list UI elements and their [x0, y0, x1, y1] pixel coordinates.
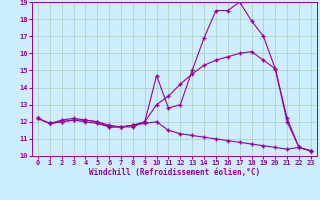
X-axis label: Windchill (Refroidissement éolien,°C): Windchill (Refroidissement éolien,°C)	[89, 168, 260, 177]
